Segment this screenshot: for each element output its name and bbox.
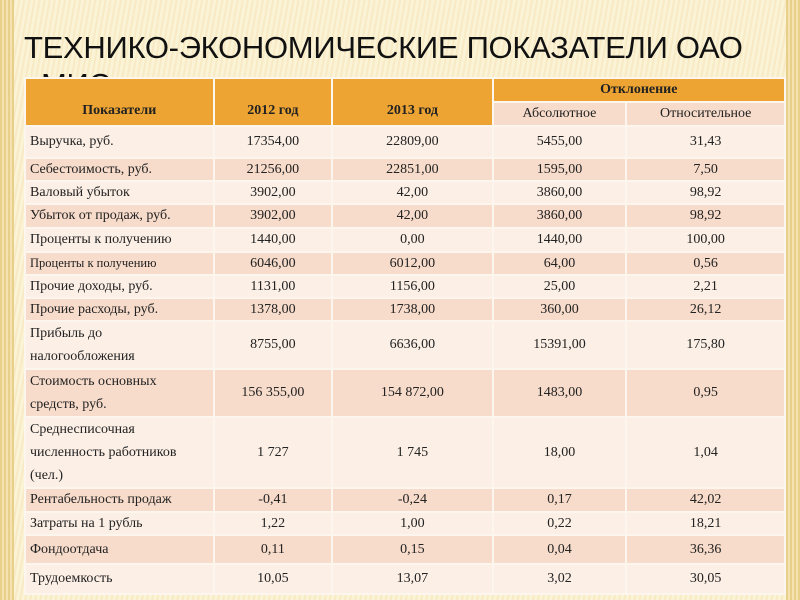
cell-absolute: 18,00 [491,416,628,489]
cell-absolute: 0,04 [491,534,628,565]
cell-indicator: Прочие доходы, руб. [24,274,215,299]
header-absolute: Абсолютное [491,101,628,127]
cell-absolute: 1440,00 [491,227,628,253]
header-relative: Относительное [625,101,786,127]
cell-relative: 1,04 [625,416,786,489]
cell-relative: 31,43 [625,125,786,159]
cell-absolute: 0,22 [491,511,628,536]
table-row: Выручка, руб. 17354,00 22809,00 5455,00 31,4… [24,125,786,159]
table-row: Валовый убыток 3902,00 42,00 3860,00 98,92 [24,180,786,205]
cell-absolute: 1595,00 [491,157,628,182]
cell-indicator: Выручка, руб. [24,125,215,159]
table-row: Среднесписочная численность работников (… [24,416,786,489]
cell-2012: 1,22 [212,511,334,536]
cell-relative: 0,95 [625,368,786,418]
cell-2012: 3902,00 [212,180,334,205]
cell-2013: 22851,00 [331,157,494,182]
cell-indicator: Среднесписочная численность работников (… [24,416,215,489]
cell-absolute: 3860,00 [491,203,628,229]
indicators-table: Показатели 2012 год 2013 год Отклонение … [24,77,787,595]
table-row: Проценты к получению 6046,00 6012,00 64,00 0… [24,251,786,276]
cell-indicator: Рентабельность продаж [24,487,215,513]
table-row: Трудоемкость 10,05 13,07 3,02 30,05 [24,563,786,595]
cell-indicator: Проценты к получению [24,227,215,253]
cell-2013: 6012,00 [331,251,494,276]
right-border-decoration [786,0,800,600]
cell-2012: 21256,00 [212,157,334,182]
cell-relative: 2,21 [625,274,786,299]
cell-absolute: 1483,00 [491,368,628,418]
table-row: Затраты на 1 рубль 1,22 1,00 0,22 18,21 [24,511,786,536]
cell-relative: 26,12 [625,297,786,322]
cell-indicator: Убыток от продаж, руб. [24,203,215,229]
cell-relative: 36,36 [625,534,786,565]
cell-2012: 3902,00 [212,203,334,229]
cell-2012: 8755,00 [212,320,334,370]
cell-absolute: 0,17 [491,487,628,513]
header-2012: 2012 год [212,77,334,127]
cell-2013: 42,00 [331,203,494,229]
cell-2013: 6636,00 [331,320,494,370]
cell-2013: 22809,00 [331,125,494,159]
cell-2012: 156 355,00 [212,368,334,418]
table-row: Фондоотдача 0,11 0,15 0,04 36,36 [24,534,786,565]
cell-2013: 1 745 [331,416,494,489]
cell-absolute: 360,00 [491,297,628,322]
cell-2013: 13,07 [331,563,494,595]
cell-absolute: 64,00 [491,251,628,276]
cell-2013: 0,15 [331,534,494,565]
cell-2012: 10,05 [212,563,334,595]
cell-indicator: Прибыль до налогообложения [24,320,215,370]
cell-indicator: Валовый убыток [24,180,215,205]
cell-2013: 42,00 [331,180,494,205]
cell-absolute: 25,00 [491,274,628,299]
cell-relative: 7,50 [625,157,786,182]
cell-indicator: Затраты на 1 рубль [24,511,215,536]
cell-relative: 30,05 [625,563,786,595]
cell-indicator: Трудоемкость [24,563,215,595]
cell-relative: 42,02 [625,487,786,513]
cell-2013: 1738,00 [331,297,494,322]
table-row: Прочие расходы, руб. 1378,00 1738,00 360,00… [24,297,786,322]
cell-2012: 17354,00 [212,125,334,159]
cell-relative: 100,00 [625,227,786,253]
cell-absolute: 3860,00 [491,180,628,205]
cell-2013: 1156,00 [331,274,494,299]
table-row: Убыток от продаж, руб. 3902,00 42,00 3860,0… [24,203,786,229]
cell-2013: -0,24 [331,487,494,513]
cell-relative: 18,21 [625,511,786,536]
cell-relative: 98,92 [625,203,786,229]
cell-relative: 175,80 [625,320,786,370]
cell-relative: 0,56 [625,251,786,276]
cell-2013: 154 872,00 [331,368,494,418]
table-row: Прибыль до налогообложения 8755,00 6636,00… [24,320,786,370]
header-2013: 2013 год [331,77,494,127]
cell-absolute: 3,02 [491,563,628,595]
table-row: Себестоимость, руб. 21256,00 22851,00 1595,… [24,157,786,182]
table-row: Рентабельность продаж -0,41 -0,24 0,17 42,02 [24,487,786,513]
cell-2012: 0,11 [212,534,334,565]
cell-absolute: 15391,00 [491,320,628,370]
header-deviation: Отклонение [491,77,787,103]
header-indicator: Показатели [24,77,215,127]
cell-absolute: 5455,00 [491,125,628,159]
cell-indicator: Стоимость основных средств, руб. [24,368,215,418]
table-row: Прочие доходы, руб. 1131,00 1156,00 25,00 2,… [24,274,786,299]
cell-indicator: Себестоимость, руб. [24,157,215,182]
cell-indicator: Фондоотдача [24,534,215,565]
cell-2012: 6046,00 [212,251,334,276]
cell-indicator: Проценты к получению [24,251,215,276]
cell-2012: 1 727 [212,416,334,489]
cell-2012: -0,41 [212,487,334,513]
left-border-decoration [0,0,14,600]
table-row: Проценты к получению 1440,00 0,00 1440,00 10… [24,227,786,253]
cell-2013: 0,00 [331,227,494,253]
cell-2012: 1131,00 [212,274,334,299]
table-row: Стоимость основных средств, руб. 156 355,… [24,368,786,418]
cell-2012: 1440,00 [212,227,334,253]
cell-indicator: Прочие расходы, руб. [24,297,215,322]
cell-2013: 1,00 [331,511,494,536]
cell-2012: 1378,00 [212,297,334,322]
cell-relative: 98,92 [625,180,786,205]
